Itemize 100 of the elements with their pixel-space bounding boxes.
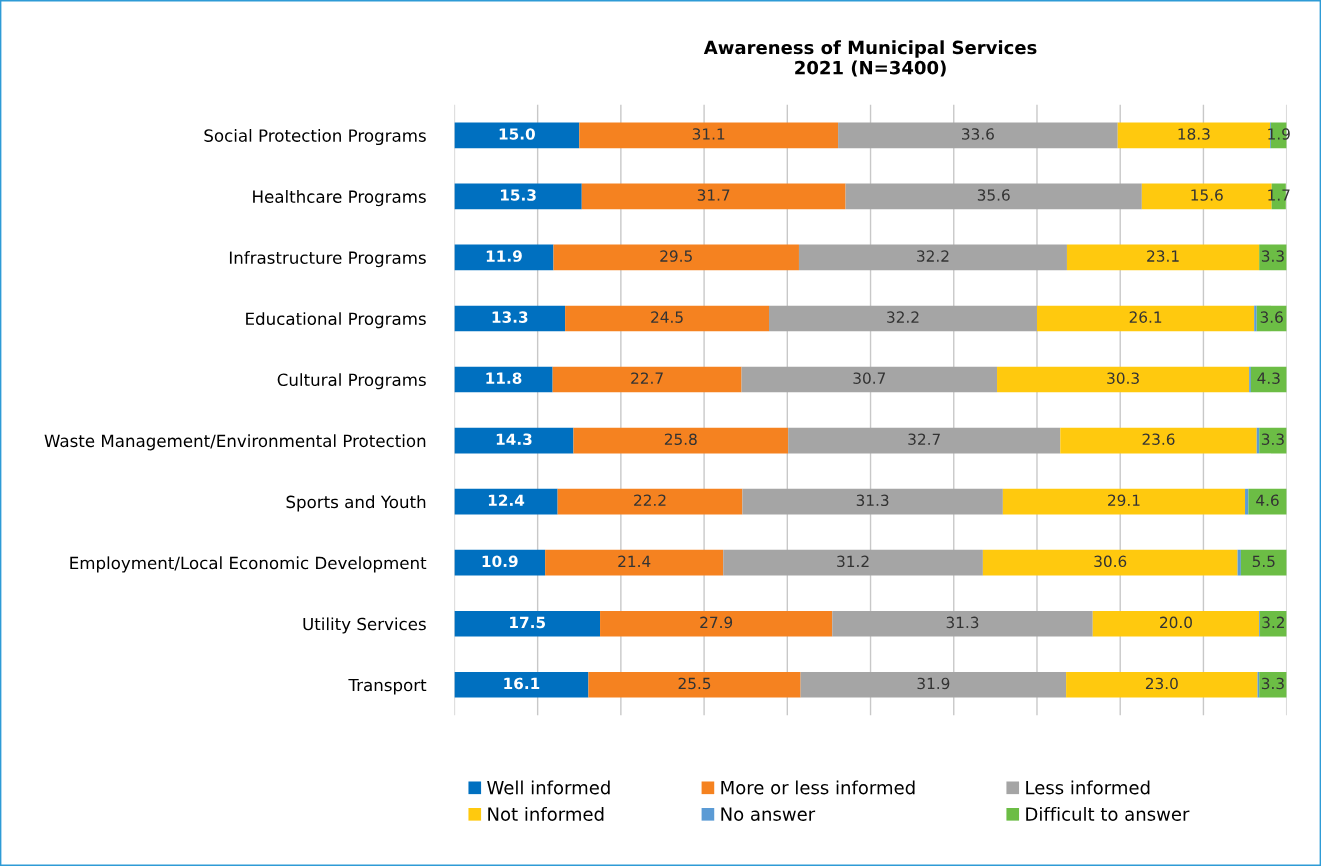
y-tick-label: Social Protection Programs: [204, 128, 426, 146]
y-tick-label: Educational Programs: [246, 312, 426, 329]
bar: [454, 488, 558, 515]
bar: [565, 305, 770, 332]
bar: [769, 305, 1037, 332]
bar: [1237, 549, 1241, 576]
y-tick-label: Healthcare Programs: [253, 190, 426, 207]
data-label: 33.6: [962, 128, 994, 140]
data-label: 16.1: [504, 677, 540, 690]
bar: [1240, 549, 1287, 576]
data-label: 3.2: [1262, 616, 1284, 629]
bar: [573, 427, 789, 454]
data-label: 31.7: [697, 189, 730, 201]
bar: [454, 427, 574, 454]
bar: [581, 183, 846, 210]
data-label: 29.1: [1108, 494, 1140, 507]
bar: [1066, 244, 1260, 271]
bar: [845, 183, 1142, 210]
y-tick-label: Waste Management/Environmental Protection: [44, 434, 426, 451]
data-label: 29.5: [660, 250, 692, 262]
data-label: 4.6: [1256, 494, 1279, 507]
bar: [788, 427, 1061, 454]
data-label: 27.9: [700, 616, 733, 629]
bar: [454, 549, 546, 576]
data-label: 25.8: [664, 433, 697, 446]
legend-label: Well informed: [487, 780, 610, 795]
bar: [798, 244, 1067, 271]
data-label: 22.7: [631, 372, 663, 384]
bar: [454, 305, 566, 332]
bar: [553, 244, 799, 271]
bar: [838, 122, 1118, 149]
data-label: 25.5: [678, 677, 711, 690]
data-label: 31.1: [692, 128, 725, 140]
data-label: 3.3: [1261, 433, 1284, 446]
bar: [1002, 488, 1246, 515]
data-label: 23.1: [1147, 250, 1179, 262]
bar: [741, 366, 998, 393]
data-label: 32.2: [917, 250, 949, 262]
data-label: 26.1: [1129, 311, 1162, 323]
bar: [454, 183, 582, 210]
bar: [600, 610, 833, 637]
data-label: 15.0: [499, 128, 535, 140]
data-label: 32.7: [908, 433, 940, 446]
bar: [454, 122, 580, 149]
data-label: 23.0: [1145, 677, 1178, 690]
legend-label: Difficult to answer: [1026, 806, 1190, 821]
data-label: 18.3: [1178, 128, 1210, 140]
bar: [454, 610, 601, 637]
data-label: 3.3: [1261, 677, 1284, 690]
bar: [1066, 671, 1258, 698]
data-label: 24.5: [651, 311, 683, 323]
bar: [1060, 427, 1257, 454]
bar: [742, 488, 1003, 515]
data-label: 30.3: [1107, 372, 1139, 384]
bar: [557, 488, 743, 515]
bar: [454, 671, 589, 698]
data-label: 17.5: [510, 616, 546, 629]
bar: [545, 549, 724, 576]
y-tick-label: Transport: [348, 678, 427, 695]
bar: [1092, 610, 1260, 637]
data-label: 13.3: [492, 311, 528, 323]
legend-label: More or less informed: [721, 780, 915, 795]
bar: [552, 366, 742, 393]
data-label: 22.2: [634, 494, 666, 506]
data-label: 11.8: [486, 372, 522, 384]
data-label: 31.9: [917, 677, 950, 690]
data-label: 10.9: [482, 555, 518, 568]
data-label: 31.2: [837, 555, 869, 568]
data-label: 31.3: [856, 494, 889, 507]
legend-label: Less informed: [1026, 780, 1150, 795]
data-label: 30.6: [1094, 555, 1127, 568]
data-label: 14.3: [496, 433, 532, 446]
chart-title: Awareness of Municipal Services 2021 (N=3400): [703, 40, 1037, 77]
y-tick-label: Utility Services: [303, 617, 426, 634]
bar: [982, 549, 1238, 576]
data-label: 35.6: [977, 189, 1010, 201]
legend-label: No answer: [721, 807, 816, 821]
bar: [800, 671, 1067, 698]
bar: [454, 244, 554, 271]
data-label: 4.3: [1257, 372, 1280, 384]
bar: [588, 671, 801, 698]
bar: [1036, 305, 1255, 332]
data-label: 32.2: [887, 311, 919, 323]
data-label: 20.0: [1160, 616, 1192, 629]
data-label: 3.3: [1261, 250, 1284, 262]
data-label: 31.3: [946, 616, 979, 629]
data-label: 21.4: [618, 555, 651, 567]
bar: [579, 122, 839, 149]
data-label: 11.9: [486, 250, 522, 262]
bar: [997, 366, 1250, 393]
data-label: 30.7: [853, 372, 885, 384]
data-label: 15.3: [500, 189, 536, 201]
data-label: 15.6: [1191, 189, 1223, 201]
y-tick-label: Cultural Programs: [277, 373, 426, 390]
data-label: 12.4: [488, 494, 525, 506]
bar: [1254, 305, 1257, 332]
y-tick-label: Sports and Youth: [286, 495, 426, 512]
bar: [1259, 671, 1287, 698]
data-label: 23.6: [1142, 433, 1175, 446]
bar: [723, 549, 983, 576]
